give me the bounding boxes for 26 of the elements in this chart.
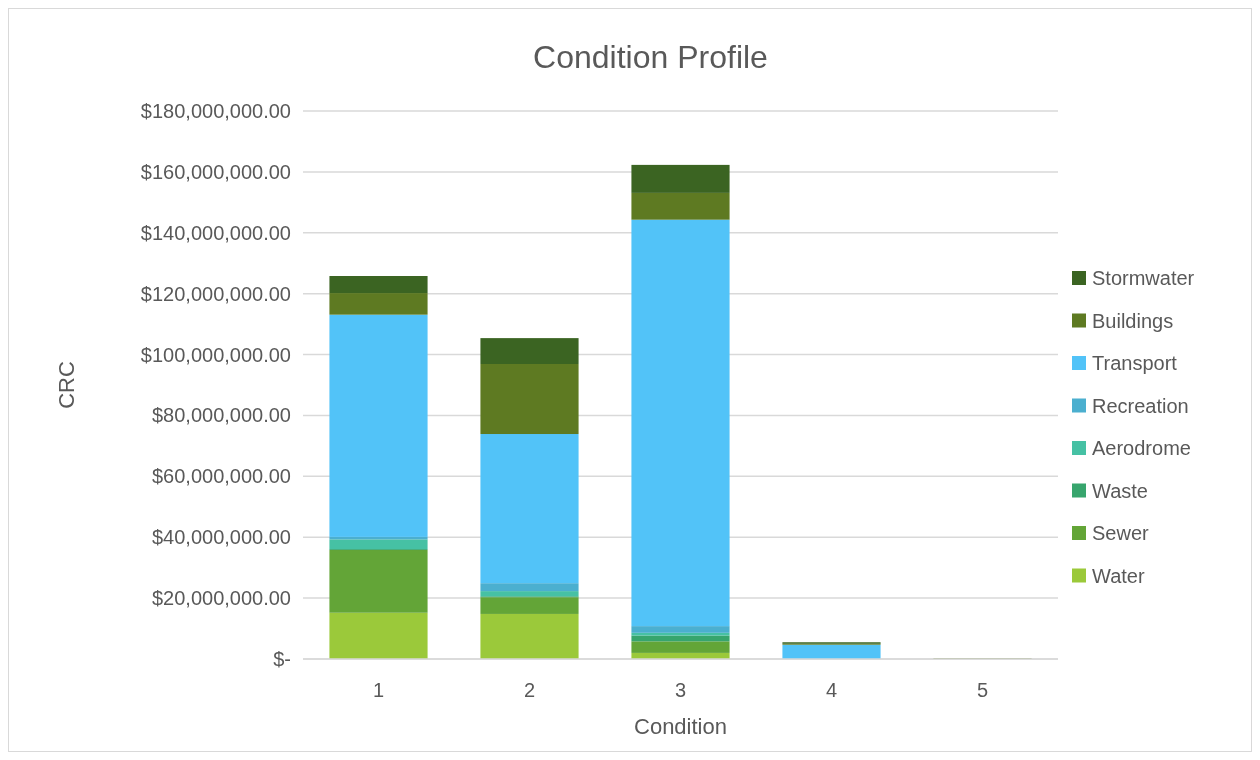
y-tick-label: $100,000,000.00 bbox=[140, 343, 291, 366]
y-tick-label: $40,000,000.00 bbox=[151, 526, 291, 549]
x-tick-label: 5 bbox=[976, 679, 989, 701]
y-axis-title: CRC bbox=[54, 361, 79, 409]
x-tick-label: 3 bbox=[674, 679, 687, 701]
y-tick-label: $160,000,000.00 bbox=[140, 160, 291, 183]
legend-label: Recreation bbox=[1092, 394, 1189, 417]
chart-title: Condition Profile bbox=[533, 39, 768, 75]
legend-label: Waste bbox=[1092, 479, 1148, 502]
y-tick-label: $140,000,000.00 bbox=[140, 221, 291, 244]
x-tick-label: 2 bbox=[523, 679, 536, 701]
legend-label: Stormwater bbox=[1092, 267, 1195, 289]
y-tick-label: $180,000,000.00 bbox=[140, 100, 291, 122]
y-tick-label: $- bbox=[273, 648, 291, 670]
legend-label: Transport bbox=[1092, 352, 1178, 374]
y-tick-label: $80,000,000.00 bbox=[151, 404, 291, 427]
legend-label: Aerodrome bbox=[1092, 437, 1191, 459]
x-tick-label: 4 bbox=[825, 679, 838, 701]
x-axis-title: Condition bbox=[634, 714, 727, 739]
legend-label: Buildings bbox=[1092, 309, 1174, 332]
y-tick-label: $20,000,000.00 bbox=[151, 587, 291, 610]
x-tick-label: 1 bbox=[372, 679, 385, 701]
y-tick-label: $60,000,000.00 bbox=[151, 465, 291, 488]
legend-label: Water bbox=[1092, 564, 1145, 587]
y-tick-label: $120,000,000.00 bbox=[140, 282, 291, 305]
legend-label: Sewer bbox=[1092, 522, 1150, 544]
